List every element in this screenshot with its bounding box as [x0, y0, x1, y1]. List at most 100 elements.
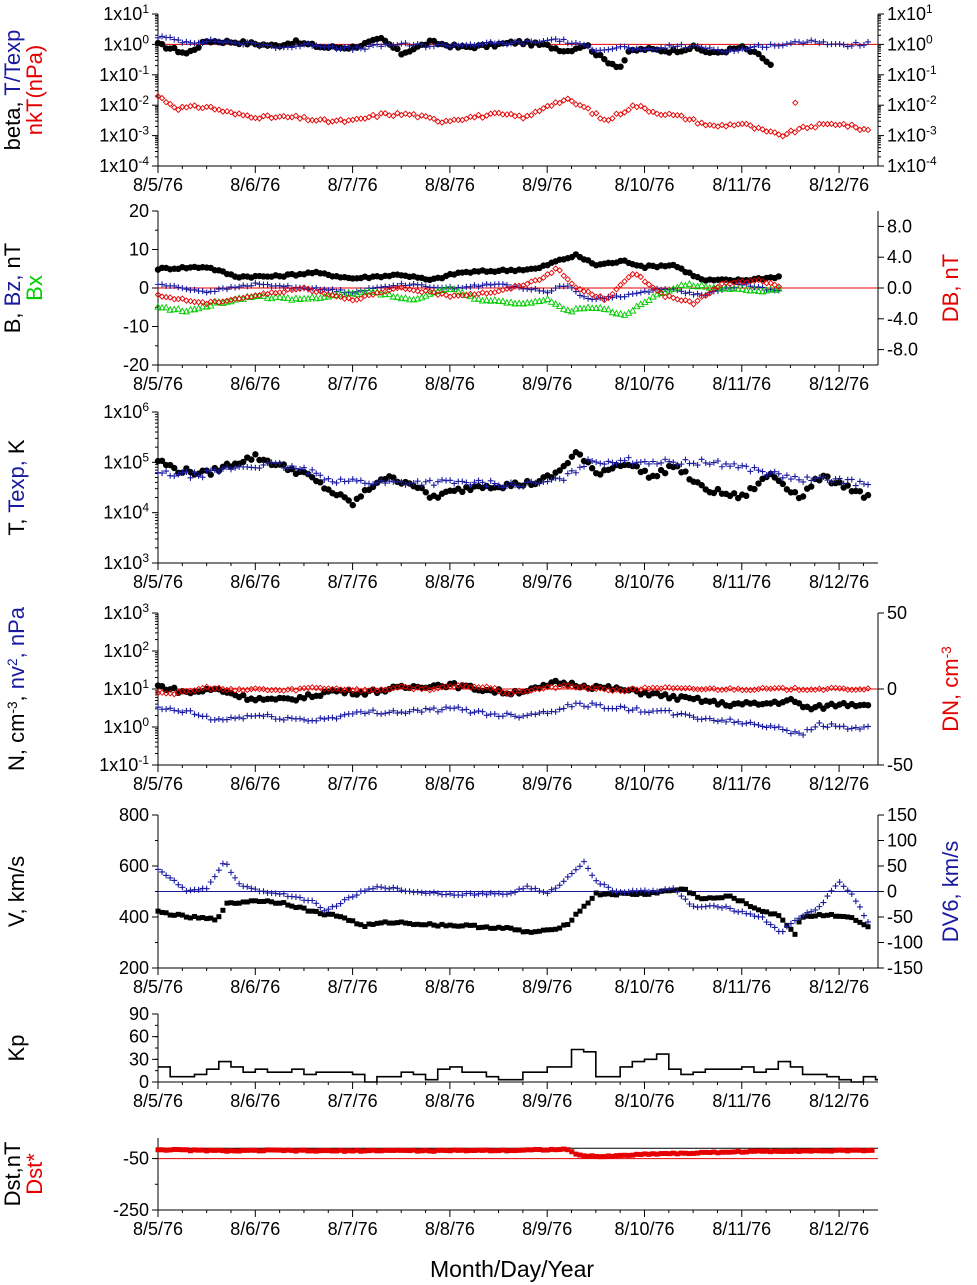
data-point: [212, 1147, 218, 1153]
data-point: [479, 708, 486, 715]
data-point: [540, 105, 547, 112]
data-point: [398, 478, 405, 485]
data-point: [419, 922, 425, 928]
data-point: [678, 288, 685, 295]
data-point: [495, 482, 502, 489]
data-point: [630, 1152, 636, 1158]
data-point: [394, 45, 401, 53]
tick-label: 1x10-4: [887, 154, 937, 176]
data-point: [370, 481, 377, 488]
data-point: [841, 1147, 847, 1153]
data-point: [621, 57, 628, 64]
panel-p4: 8/5/76 8/6/76 8/7/76 8/8/76 8/9/76 8/10/76 8/1…: [4, 601, 963, 794]
data-point: [597, 51, 604, 59]
data-point: [796, 476, 803, 483]
tick-exponent: -3: [926, 124, 937, 138]
data-point: [499, 39, 506, 46]
data-point: [179, 884, 186, 891]
data-point: [219, 685, 227, 693]
data-point: [638, 1152, 644, 1158]
data-point: [869, 1147, 875, 1153]
data-point: [536, 107, 543, 115]
data-point: [581, 703, 588, 710]
data-point: [183, 465, 190, 472]
data-point: [196, 915, 202, 921]
data-point: [260, 898, 266, 904]
data-point: [861, 1148, 867, 1154]
data-point: [273, 900, 279, 906]
data-point: [378, 711, 385, 718]
data-point: [759, 684, 766, 692]
data-point: [808, 477, 815, 484]
data-point: [597, 1154, 603, 1160]
data-point: [589, 872, 596, 879]
data-point: [715, 895, 721, 901]
data-point: [783, 472, 790, 479]
axis-title: nkT(nPa): [22, 45, 47, 135]
data-point: [166, 100, 174, 108]
data-point: [179, 709, 186, 716]
data-point: [208, 915, 214, 921]
data-point: [735, 464, 742, 471]
data-point: [349, 710, 356, 717]
data-point: [390, 1147, 396, 1153]
data-point: [585, 1153, 591, 1159]
data-point: [661, 684, 669, 691]
data-point: [447, 43, 454, 50]
data-point: [337, 293, 344, 301]
x-tick-label: 8/7/76: [328, 374, 378, 394]
data-point: [426, 114, 434, 121]
data-point: [856, 903, 863, 910]
x-tick-label: 8/8/76: [425, 977, 475, 997]
data-point: [661, 469, 669, 477]
tick-base: 1x10: [887, 65, 926, 85]
tick-label: 1x10-2: [887, 93, 937, 115]
data-point: [223, 38, 230, 45]
data-point: [171, 282, 178, 289]
data-point: [272, 890, 279, 897]
data-point: [235, 685, 243, 693]
data-point: [645, 289, 652, 296]
data-point: [605, 294, 612, 302]
data-point: [492, 925, 498, 931]
x-tick-label: 8/7/76: [328, 1219, 378, 1239]
data-point: [426, 706, 433, 713]
data-point: [276, 459, 283, 466]
tick-exponent: -1: [138, 753, 149, 767]
data-point: [734, 284, 742, 292]
data-point: [520, 713, 527, 720]
data-point: [463, 683, 470, 690]
data-point: [564, 459, 571, 467]
data-point: [678, 41, 685, 48]
axis-title-part: beta,: [0, 96, 25, 151]
data-point: [300, 113, 308, 121]
data-point: [734, 685, 742, 693]
data-point: [382, 710, 389, 717]
data-point: [434, 494, 442, 501]
data-point: [682, 297, 689, 304]
data-point: [252, 898, 258, 904]
data-point: [719, 895, 725, 901]
series-red: [154, 93, 872, 140]
data-point: [195, 104, 202, 112]
data-point: [386, 709, 393, 716]
data-point: [564, 873, 571, 880]
data-point: [556, 467, 563, 474]
data-point: [629, 685, 636, 692]
tick-exponent: 5: [142, 450, 149, 464]
data-point: [666, 42, 673, 49]
data-point: [576, 285, 584, 293]
data-point: [755, 124, 762, 132]
data-point: [548, 269, 555, 277]
data-point: [240, 458, 247, 466]
tick-label: 1x10-1: [887, 63, 937, 85]
data-point: [195, 44, 202, 51]
data-point: [775, 131, 783, 138]
data-point: [860, 912, 867, 919]
data-point: [276, 716, 283, 723]
data-point: [463, 479, 470, 486]
data-point: [199, 298, 206, 306]
series-green: [154, 279, 783, 318]
data-point: [711, 1149, 717, 1155]
data-point: [204, 1148, 210, 1154]
